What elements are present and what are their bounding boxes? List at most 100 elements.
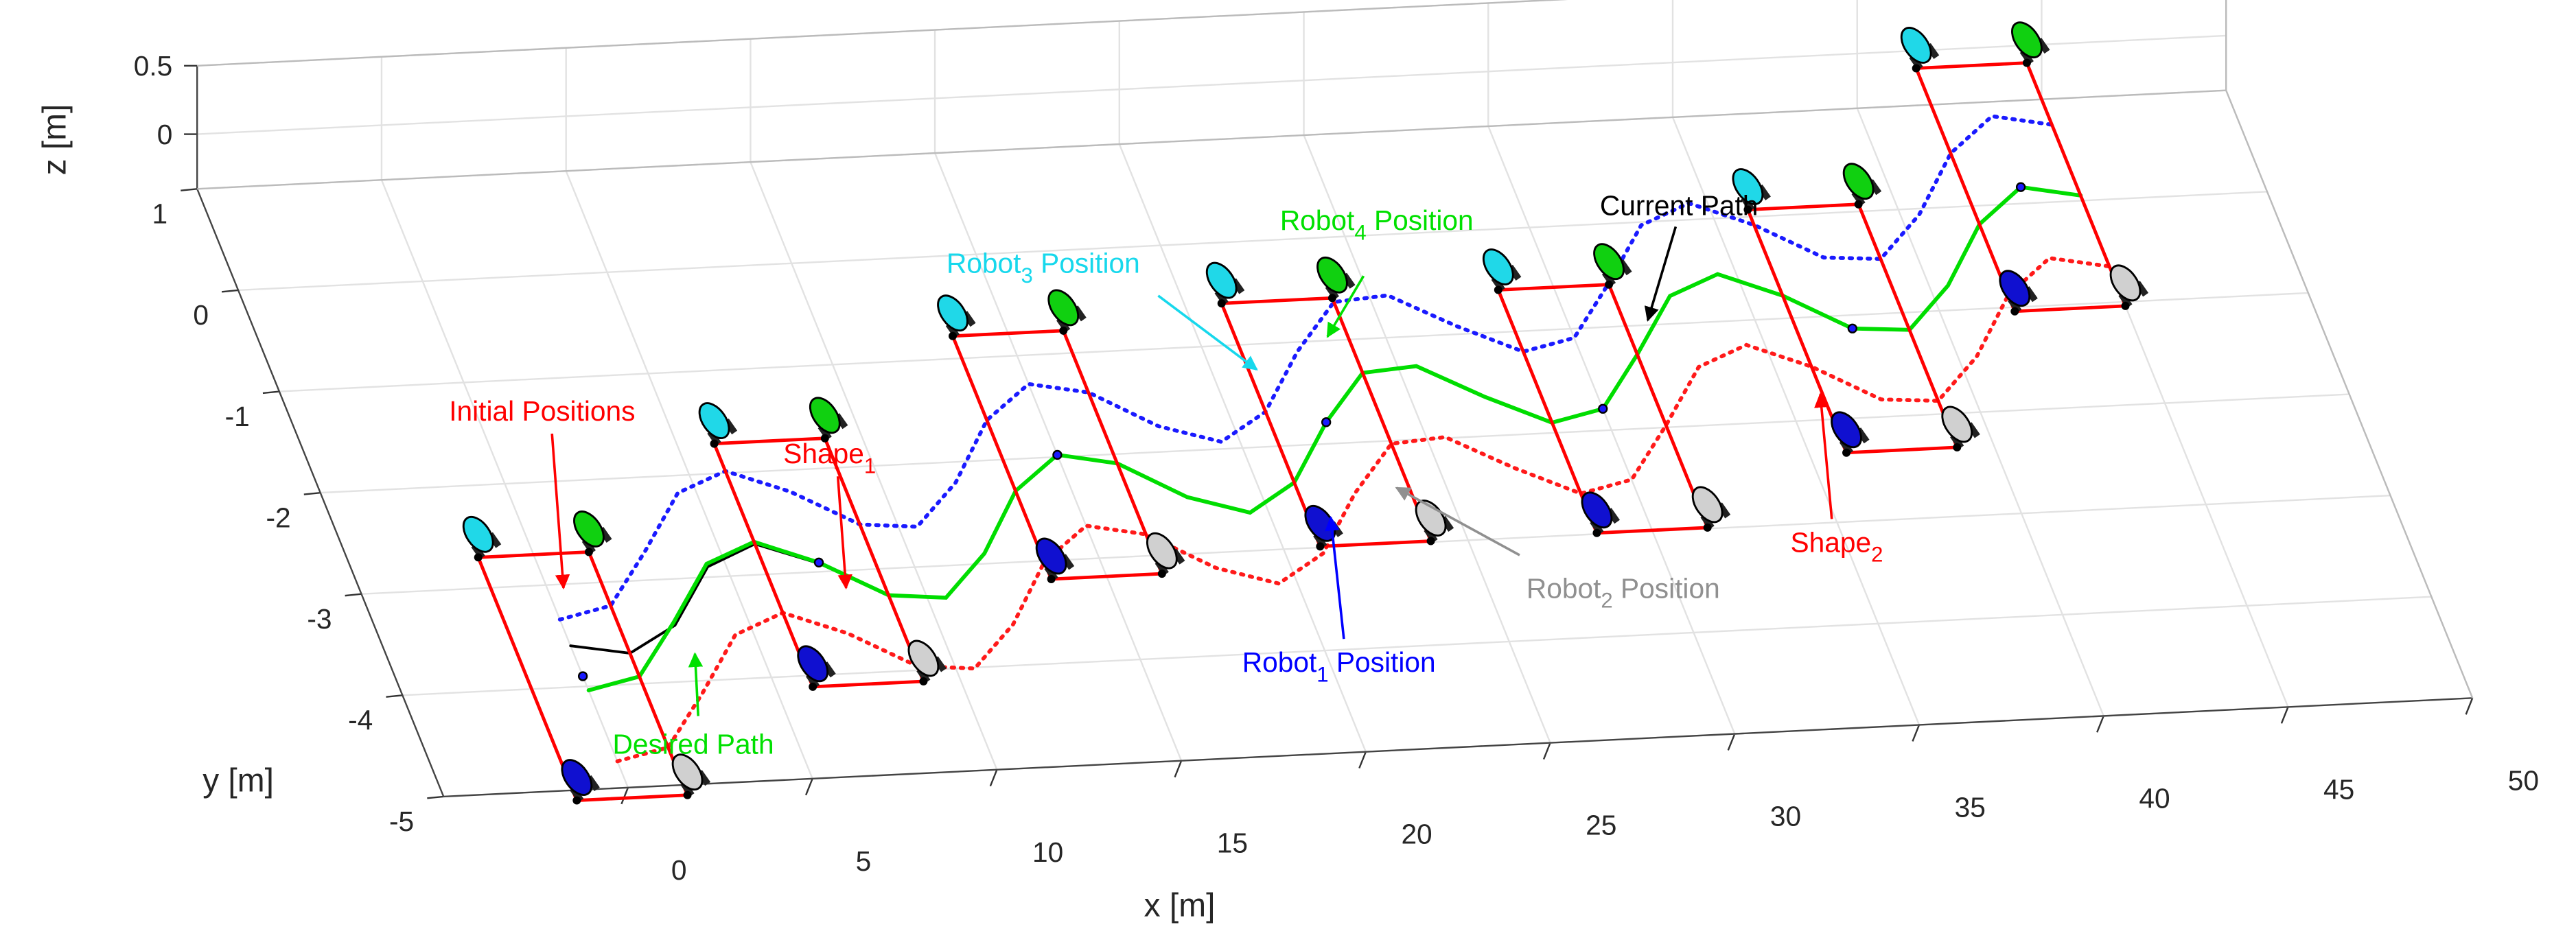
annotation-suffix: Position — [1329, 646, 1436, 678]
x-tick-label: 45 — [2323, 773, 2354, 805]
y-tick — [427, 795, 444, 799]
robot-body — [561, 759, 593, 796]
robot — [1842, 163, 1882, 207]
annotation-arrow — [1325, 515, 1345, 639]
robot-joint — [820, 434, 829, 443]
annotation-text: Robot — [1527, 572, 1601, 604]
annotation-suffix: Position — [1613, 572, 1720, 604]
robot-body — [698, 402, 730, 439]
robot-joint — [949, 331, 957, 340]
annotation-sub: 2 — [1871, 543, 1883, 567]
annotation-arrow — [1395, 486, 1520, 556]
y-tick — [345, 593, 362, 597]
robot-body — [1482, 248, 1514, 285]
annotation-suffix: Position — [1033, 247, 1140, 279]
x-tick-label: 10 — [1032, 836, 1063, 868]
formation-center — [2015, 182, 2026, 192]
robot — [573, 510, 612, 554]
robot-joint — [1157, 570, 1166, 578]
annotation-sub: 1 — [1316, 662, 1328, 686]
robot-body — [937, 294, 968, 332]
robot-joint — [584, 548, 593, 556]
y-tick — [181, 188, 198, 191]
robot — [462, 515, 502, 560]
y-tick-label: 1 — [152, 198, 168, 230]
robot-body — [2109, 264, 2142, 302]
axis-line — [443, 697, 2473, 798]
annotation: Robot1 Position — [1242, 646, 1436, 686]
robot-joint — [1316, 542, 1325, 551]
robot-joint — [1494, 285, 1502, 294]
x-tick-label: 40 — [2139, 782, 2170, 814]
formation-center — [1598, 403, 1608, 414]
annotation: Robot2 Position — [1527, 572, 1720, 612]
annotation-text: Desired Path — [612, 729, 774, 760]
robot-body — [1999, 270, 2031, 307]
robot — [1205, 261, 1245, 306]
x-tick — [1542, 742, 1551, 760]
annotation-arrow — [1157, 294, 1258, 371]
x-tick-label: 5 — [856, 845, 872, 877]
annotation-arrow — [688, 652, 704, 716]
x-tick-label: 50 — [2508, 764, 2539, 796]
robot-joint — [2010, 307, 2019, 316]
x-tick — [1912, 725, 1921, 742]
y-tick — [386, 694, 403, 698]
robot-joint — [1217, 299, 1226, 308]
annotation: Robot4 Position — [1280, 204, 1474, 244]
x-tick — [2465, 697, 2474, 715]
robot-body — [907, 639, 940, 677]
annotation-text: Current Path — [1600, 190, 1759, 222]
robot — [809, 397, 848, 441]
robot — [937, 294, 976, 338]
robot-body — [809, 397, 841, 434]
formation-center — [577, 671, 588, 681]
robot-body — [1316, 256, 1348, 294]
annotation-arrow — [836, 476, 852, 590]
y-tick-label: -4 — [348, 705, 373, 736]
robot-joint — [2121, 301, 2130, 310]
y-tick-label: -1 — [225, 401, 250, 432]
grid-line — [279, 292, 2308, 392]
x-tick — [1727, 733, 1736, 751]
robot — [1593, 243, 1632, 287]
robot-body — [462, 515, 494, 553]
robot-body — [671, 753, 704, 791]
x-tick — [2280, 706, 2289, 724]
x-axis-label: x [m] — [1144, 888, 1216, 924]
annotation: Desired Path — [612, 729, 774, 760]
annotation: Shape1 — [783, 438, 876, 478]
x-tick-label: 20 — [1401, 819, 1432, 850]
robot-body — [1581, 491, 1613, 529]
robot-body — [1593, 243, 1625, 281]
robot-joint — [2022, 58, 2031, 67]
robot — [1732, 168, 1771, 212]
annotation: Initial Positions — [449, 395, 635, 427]
robot-joint — [919, 677, 928, 685]
x-tick — [2096, 715, 2104, 733]
grid-line — [237, 191, 2268, 292]
robot-joint — [1912, 64, 1921, 73]
y-tick-label: -3 — [307, 603, 332, 635]
robot — [1047, 289, 1087, 333]
annotation: Robot3 Position — [947, 247, 1140, 287]
robot-joint — [1592, 528, 1601, 537]
robot-joint — [1953, 443, 1962, 451]
annotation: Current Path — [1600, 190, 1759, 222]
x-tick-label: 25 — [1586, 810, 1616, 841]
robot — [1316, 256, 1356, 301]
robot-body — [1205, 261, 1238, 299]
axis-line — [197, 89, 2227, 190]
x-tick-label: 35 — [1955, 792, 1986, 823]
robot-body — [797, 645, 829, 683]
y-tick-label: -5 — [389, 806, 414, 837]
robot-body — [1047, 289, 1080, 327]
annotation-text: Shape — [1790, 526, 1871, 558]
x-tick — [620, 787, 629, 805]
robot-joint — [1605, 280, 1614, 289]
robot-body — [1146, 532, 1178, 570]
annotation-text: Robot — [1242, 646, 1317, 678]
annotation-sub: 4 — [1354, 221, 1366, 245]
